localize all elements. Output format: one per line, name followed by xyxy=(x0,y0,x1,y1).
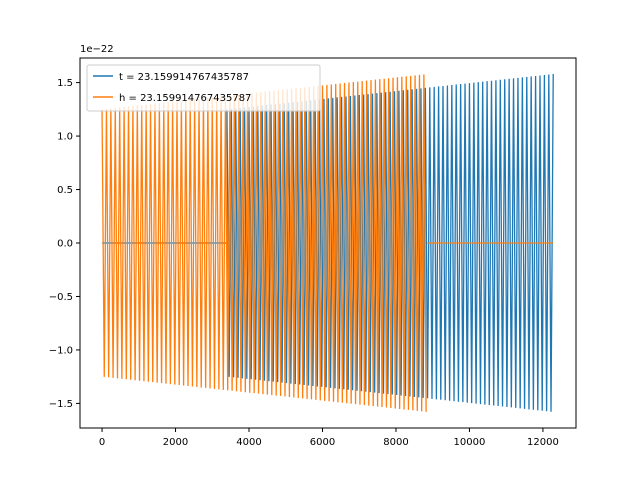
y-tick-label: 1.5 xyxy=(57,78,73,89)
y-tick-label: −1.0 xyxy=(49,345,73,356)
legend-box xyxy=(86,64,321,112)
x-tick-label: 4000 xyxy=(236,437,261,448)
x-tick-label: 10000 xyxy=(454,437,486,448)
x-tick-label: 8000 xyxy=(383,437,408,448)
legend-label-t: t = 23.159914767435787 xyxy=(119,72,249,83)
x-tick-label: 2000 xyxy=(163,437,188,448)
y-offset-text: 1e−22 xyxy=(80,44,114,55)
y-tick-label: 1.0 xyxy=(57,132,73,143)
y-tick-label: 0.5 xyxy=(57,185,73,196)
series-h-line xyxy=(101,74,427,412)
y-tick-label: −1.5 xyxy=(49,399,73,410)
legend-label-h: h = 23.159914767435787 xyxy=(119,93,251,104)
y-axis-ticks: −1.5 −1.0 −0.5 0.0 0.5 1.0 1.5 xyxy=(49,78,80,410)
x-tick-label: 0 xyxy=(99,437,105,448)
series-layer xyxy=(101,74,554,412)
x-axis-ticks: 0 2000 4000 6000 8000 10000 12000 xyxy=(99,428,559,448)
y-tick-label: −0.5 xyxy=(49,292,73,303)
legend: t = 23.159914767435787 h = 23.1599147674… xyxy=(86,64,321,112)
x-tick-label: 6000 xyxy=(310,437,335,448)
y-tick-label: 0.0 xyxy=(57,239,73,250)
x-tick-label: 12000 xyxy=(527,437,559,448)
